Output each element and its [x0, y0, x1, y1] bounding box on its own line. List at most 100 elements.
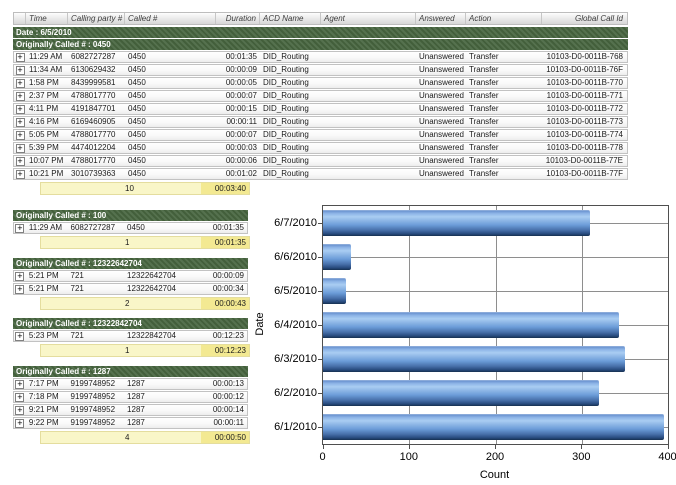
col-calling-party: 9199748952 [70, 379, 116, 388]
col-action: Transfer [469, 143, 499, 152]
expand-cell: + [14, 331, 26, 341]
expand-icon[interactable]: + [15, 169, 25, 179]
group-summary-row: 4 00:00:50 [40, 431, 250, 444]
expand-icon[interactable]: + [15, 143, 25, 153]
col-called: 12322642704 [127, 271, 176, 280]
col-agent [321, 169, 416, 179]
col-acd-name: DID_Routing [263, 117, 309, 126]
call-row: +5:39 PM 4474012204 0450 00:00:03 DID_Routin… [13, 142, 628, 154]
col-answered: Unanswered [419, 104, 464, 113]
col-time: 5:23 PM [28, 331, 59, 340]
header-col-global-call-id: Global Call Id [574, 14, 623, 23]
col-agent [321, 143, 416, 153]
calls-by-date-chart: Date 6/7/2010 6/6/2010 6/5/2010 6/4/2010 6/3… [250, 195, 676, 485]
expand-icon[interactable]: + [15, 52, 25, 62]
expand-icon[interactable]: + [15, 392, 25, 402]
expand-icon[interactable]: + [15, 117, 25, 127]
col-answered: Unanswered [419, 65, 464, 74]
x-tick-label: 0 [319, 451, 326, 463]
col-called: 0450 [127, 223, 145, 232]
col-agent [321, 130, 416, 140]
group-rows: +11:29 AM 6082727287 0450 00:01:35 DID_Routi… [13, 51, 628, 180]
group-total-duration: 00:00:43 [201, 298, 249, 309]
group-total-duration: 00:01:35 [201, 237, 249, 248]
expand-icon[interactable]: + [15, 284, 25, 294]
y-tick-label: 6/4/2010 [274, 319, 317, 331]
col-called: 1287 [127, 379, 145, 388]
expand-icon[interactable]: + [15, 130, 25, 140]
col-duration: 00:00:07 [225, 130, 257, 139]
header-col-agent: Agent [321, 13, 416, 24]
count-bar [323, 210, 591, 236]
expand-icon[interactable]: + [15, 91, 25, 101]
col-duration: 00:01:35 [212, 223, 244, 232]
call-row: +5:23 PM 721 12322842704 00:12:23 [13, 330, 248, 342]
col-called: 0450 [128, 130, 146, 139]
call-row: +4:11 PM 4191847701 0450 00:00:15 DID_Routin… [13, 103, 628, 115]
col-action: Transfer [469, 91, 499, 100]
category-gridline [323, 257, 668, 258]
expand-cell: + [14, 78, 26, 88]
col-called: 0450 [128, 156, 146, 165]
col-calling-party: 4191847701 [71, 104, 116, 113]
table-header-row: Time Calling party # Called # Duration ACD N… [13, 12, 628, 25]
expand-icon[interactable]: + [15, 78, 25, 88]
expand-icon[interactable]: + [15, 156, 25, 166]
y-tick-label: 6/3/2010 [274, 353, 317, 365]
expand-cell: + [14, 104, 26, 114]
call-row: +2:37 PM 4788017770 0450 00:00:07 DID_Routin… [13, 90, 628, 102]
group-total-duration: 00:03:40 [201, 183, 249, 194]
expand-cell: + [14, 271, 26, 281]
col-global-call-id: 10103-D0-0011B-768 [546, 52, 623, 61]
col-called: 12322642704 [127, 284, 176, 293]
col-global-call-id: 10103-D0-0011B-772 [546, 104, 623, 113]
col-called: 1287 [127, 392, 145, 401]
col-time: 9:22 PM [28, 418, 59, 427]
call-row: +9:22 PM 9199748952 1287 00:00:11 [13, 417, 248, 429]
col-calling-party: 4474012204 [71, 143, 116, 152]
col-global-call-id: 10103-D0-0011B-778 [546, 143, 623, 152]
group-call-count: 1 [125, 238, 130, 247]
expand-cell: + [14, 65, 26, 75]
col-agent [321, 65, 416, 75]
col-action: Transfer [469, 104, 499, 113]
expand-icon[interactable]: + [15, 379, 25, 389]
col-called: 0450 [128, 104, 146, 113]
expand-icon[interactable]: + [15, 271, 25, 281]
col-answered: Unanswered [419, 169, 464, 178]
col-duration: 00:01:02 [225, 169, 257, 178]
col-calling-party: 9199748952 [70, 405, 116, 414]
group-summary-row: 10 00:03:40 [40, 182, 250, 195]
group-band: Originally Called # : 0450 [13, 39, 628, 50]
col-time: 5:21 PM [28, 271, 59, 280]
x-axis-tick [581, 445, 583, 449]
expand-icon[interactable]: + [15, 418, 25, 428]
expand-icon[interactable]: + [15, 223, 25, 233]
chart-category-band: 6/6/2010 [274, 240, 668, 274]
count-bar [323, 278, 347, 304]
group-band: Originally Called # : 1287 [13, 366, 248, 377]
group-summary-row: 1 00:01:35 [40, 236, 250, 249]
col-agent [321, 104, 416, 114]
col-time: 4:16 PM [29, 117, 59, 126]
y-axis-tick [318, 359, 323, 360]
col-duration: 00:00:34 [212, 284, 244, 293]
expand-cell: + [14, 223, 26, 233]
mini-group-table: Originally Called # : 1287 +7:17 PM 919974… [13, 366, 250, 444]
expand-icon[interactable]: + [15, 104, 25, 114]
col-acd-name: DID_Routing [263, 104, 309, 113]
col-agent [321, 52, 416, 62]
call-row: +4:16 PM 6169460905 0450 00:00:11 DID_Routin… [13, 116, 628, 128]
y-axis-tick [318, 291, 323, 292]
x-tick-label: 300 [572, 451, 591, 463]
expand-icon[interactable]: + [15, 65, 25, 75]
chart-category-band: 6/2/2010 [274, 376, 668, 410]
col-time: 9:21 PM [28, 405, 59, 414]
col-calling-party: 6169460905 [71, 117, 116, 126]
expand-icon[interactable]: + [15, 331, 25, 341]
group-call-count: 2 [125, 299, 130, 308]
col-action: Transfer [469, 78, 499, 87]
col-calling-party: 4788017770 [71, 130, 116, 139]
x-axis-tick [495, 445, 496, 449]
expand-icon[interactable]: + [15, 405, 25, 415]
